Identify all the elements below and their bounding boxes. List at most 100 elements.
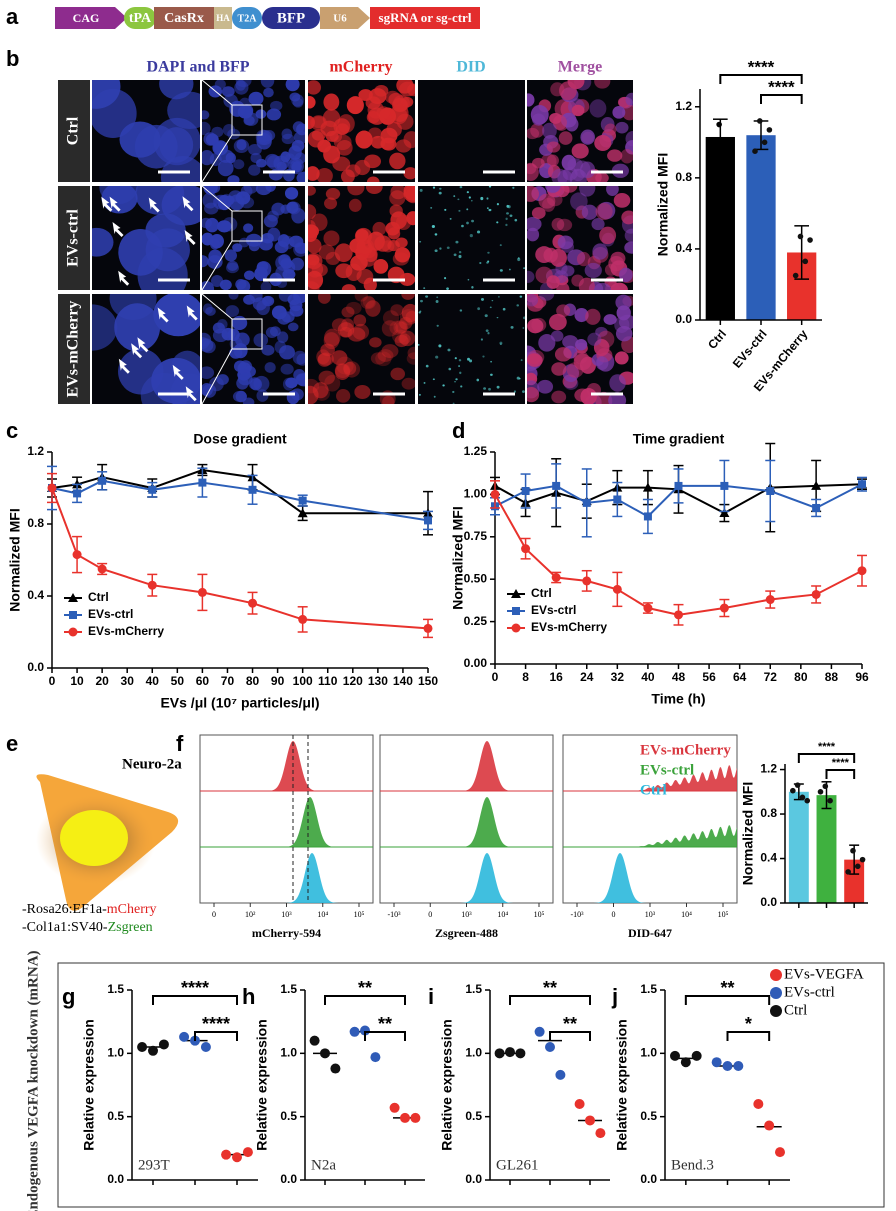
marker [613,495,622,504]
cell [554,347,572,362]
cell [561,265,575,277]
cell [286,201,299,214]
cell [216,374,229,385]
marker [642,482,653,492]
cell [434,249,438,253]
x-tick-label: 10 [70,674,84,688]
cell [135,186,185,216]
cell [332,156,351,172]
arrow [186,305,198,321]
cell [453,253,457,257]
cell [261,344,275,356]
cell [452,402,455,404]
cell [594,80,611,89]
cell [278,254,291,268]
cell [389,320,407,336]
cell [563,377,579,390]
arrow [148,197,160,213]
cell [243,186,259,194]
cell [517,257,521,262]
cell [368,127,382,139]
data-point [799,794,806,801]
cell [448,367,452,371]
cell [452,390,455,394]
cell [579,161,596,179]
cell [496,385,500,389]
cell [589,99,607,118]
cell [482,355,485,358]
y-axis-label: Normalized MFI [450,506,466,609]
cell [260,281,272,290]
cell [355,130,373,149]
legend-label: EVs-mCherry [640,742,731,758]
cell [537,379,554,394]
significance-bracket [797,753,856,763]
cell [530,123,545,138]
micrograph [202,294,305,404]
marker [147,580,157,590]
cell [282,377,295,391]
cell [535,266,553,284]
cell [334,363,351,379]
x-tick-label: 24 [580,670,594,684]
arrow [184,230,196,246]
flow-tick-label: 10⁴ [317,910,328,919]
cell [479,262,482,265]
data-point [722,1061,733,1071]
cell [444,208,447,211]
arrow [182,196,194,212]
arrow [101,196,113,212]
cell [291,94,304,107]
cell [435,300,439,303]
cell [337,114,355,134]
cell [370,135,386,149]
cell [318,370,335,385]
cell [609,374,626,392]
cell [296,171,305,182]
cell [382,310,400,326]
cell [556,282,570,290]
x-tick-label: 0 [492,670,499,684]
cell [516,304,520,307]
construct-element [154,7,214,29]
cell [356,238,375,255]
flow-tick-label: -10³ [570,910,584,919]
cell [621,210,633,225]
cell [221,86,235,97]
flow-tick-label: 10³ [645,910,656,919]
cell [289,305,304,317]
cell [486,197,489,200]
cell [574,308,589,323]
cell [360,296,376,310]
cell [471,285,474,289]
marker [512,607,520,615]
cell [459,309,463,312]
cell [202,121,211,136]
cell [498,295,500,298]
cell [312,382,329,399]
cell [522,327,525,329]
marker [551,573,561,583]
row-label: EVs-ctrl [65,209,82,267]
y-tick-label: 0.0 [107,1172,124,1186]
legend-label: EVs-ctrl [531,603,576,617]
data-point [360,1025,370,1036]
data-point [505,1047,515,1058]
data-point [148,1045,158,1056]
flow-tick-label: 10⁵ [354,910,365,919]
panel-label: c [6,418,18,443]
significance-label: **** [181,978,209,998]
cell [369,337,382,348]
cell [355,228,369,242]
cell [556,218,573,232]
histogram [200,797,373,847]
cell [527,318,544,334]
line-text: mCherry [107,902,157,917]
cell [604,123,617,136]
cell [352,323,370,340]
flow-frame [379,734,554,904]
significance-label: ** [720,978,734,998]
flow-tick-label: 0 [212,910,216,919]
line-text: -Rosa26:EF1a- [22,902,107,917]
x-tick-label: 72 [764,670,778,684]
